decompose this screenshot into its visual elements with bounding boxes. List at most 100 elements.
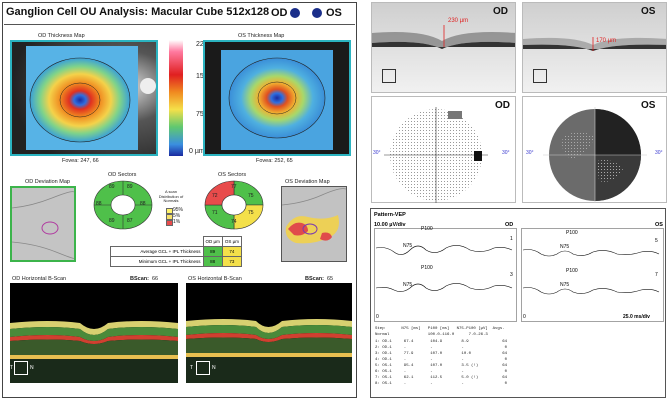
legend-swatch (166, 208, 173, 214)
os-bscan-value: 65 (327, 276, 334, 282)
os-bscan-title: OS Horizontal B-Scan (188, 276, 242, 282)
os-fovea-coords: Fovea: 252, 65 (256, 158, 293, 164)
od-sectors-chart (93, 180, 153, 230)
vep-p100-marker: P100 (566, 268, 578, 274)
oct-thumbnail-box (382, 69, 396, 83)
os-deviation-map[interactable] (281, 186, 347, 262)
od-sector-value: 89 (127, 184, 133, 190)
od-bscan-image[interactable]: T N (10, 283, 178, 383)
table-cell-od: 89 (202, 246, 223, 257)
os-deviation-image (282, 187, 346, 261)
vep-table-header: Step N75 [ms] P100 [ms] N75-P100 [µV] Av… (375, 327, 505, 331)
vep-zero-os: 0 (523, 314, 526, 320)
od-bscan-title: OD Horizontal B-Scan (12, 276, 67, 282)
vep-trace-number: 1 (510, 236, 513, 242)
os-oct-measurement: 170 µm (596, 38, 617, 44)
vep-os-label: OS (655, 222, 663, 228)
od-field-axis-right: 30° (502, 150, 510, 156)
legend-label: 1% (173, 219, 181, 225)
os-thickness-map[interactable] (203, 40, 351, 156)
os-sector-value: 75 (248, 210, 254, 216)
table-col-os: OS µm (221, 236, 242, 247)
os-sector-value: 71 (212, 210, 218, 216)
scale-tick-0: 0 µm (189, 148, 205, 155)
orientation-t: T (10, 365, 14, 371)
od-bscan-value: 66 (152, 276, 159, 282)
table-row-label: Minimum GCL + IPL Thickness (110, 256, 204, 267)
vep-trace-number: 3 (510, 272, 513, 278)
vep-zero-od: 0 (376, 314, 379, 320)
vep-table-row: 7: OS-1 62.1 112.5 5.0 (!) 64 (375, 376, 508, 380)
od-sectors-title: OD Sectors (108, 172, 137, 178)
vep-scale: 10.00 µV/div (374, 222, 406, 228)
os-sectors-chart (204, 180, 264, 230)
scale-tick-75: 75 (196, 111, 204, 118)
od-thickness-image (12, 42, 156, 154)
table-cell-os: 74 (221, 246, 242, 257)
orientation-n: N (212, 365, 216, 371)
os-deviation-title: OS Deviation Map (285, 179, 330, 185)
os-thickness-title: OS Thickness Map (238, 33, 285, 39)
table-row: Average GCL + IPL Thickness 89 74 (110, 246, 242, 257)
vep-traces[interactable] (374, 228, 664, 322)
orientation-box (196, 361, 210, 375)
legend-label: 95% (173, 207, 184, 213)
os-oct-label: OS (641, 6, 656, 17)
od-sector-value: 88 (96, 201, 102, 207)
pattern-vep-panel (370, 208, 666, 398)
legend-swatch (166, 220, 173, 226)
os-thickness-image (205, 42, 349, 154)
vep-table-row: 3: OD-1 77.9 107.0 10.0 64 (375, 352, 508, 356)
vep-table-row: 5: OS-1 95.4 107.0 3.5 (!) 64 (375, 364, 508, 368)
gcl-thickness-table: OD µm OS µm Average GCL + IPL Thickness … (110, 236, 242, 267)
vep-table-row: 2: OD-1 - - - 0 (375, 346, 508, 350)
os-bscan-label: BScan: (305, 276, 324, 282)
table-row: Minimum GCL + IPL Thickness 88 73 (110, 256, 242, 267)
vep-od-label: OD (505, 222, 514, 228)
table-cell-os: 73 (221, 256, 242, 267)
od-sector-value: 88 (140, 201, 146, 207)
od-thickness-map[interactable] (10, 40, 158, 156)
od-deviation-image (12, 188, 74, 260)
os-sector-value: 75 (248, 193, 254, 199)
table-row-label: Average GCL + IPL Thickness (110, 246, 204, 257)
os-field-axis-right: 30° (655, 150, 663, 156)
od-deviation-map[interactable] (10, 186, 76, 262)
od-eye-icon (290, 8, 300, 18)
od-oct-scan[interactable] (371, 2, 516, 93)
os-visual-field[interactable] (522, 96, 667, 203)
od-fovea-coords: Fovea: 247, 66 (62, 158, 99, 164)
od-sector-value: 87 (127, 218, 133, 224)
os-bscan-layers (186, 319, 352, 383)
os-sector-value: 77 (231, 184, 237, 190)
report-title: Ganglion Cell OU Analysis: Macular Cube … (6, 6, 270, 18)
od-visual-field[interactable] (371, 96, 516, 203)
os-oct-scan[interactable] (522, 2, 667, 93)
os-visual-field-plot (543, 107, 647, 203)
vep-title: Pattern-VEP (374, 212, 406, 218)
od-bscan-layers (10, 321, 178, 383)
od-sector-value: 89 (109, 184, 115, 190)
od-bscan-label: BScan: (130, 276, 149, 282)
od-deviation-title: OD Deviation Map (25, 179, 70, 185)
normals-legend-title: A scan Distribution of Normals (158, 189, 184, 203)
vep-p100-marker: P100 (421, 265, 433, 271)
os-field-axis-left: 30° (526, 150, 534, 156)
os-sector-value: 74 (231, 219, 237, 225)
orientation-t: T (190, 365, 194, 371)
vep-time-scale: 25.0 ms/div (623, 314, 650, 320)
od-thickness-title: OD Thickness Map (38, 33, 85, 39)
os-eye-icon (312, 8, 322, 18)
os-sector-value: 72 (212, 193, 218, 199)
vep-trace-number: 7 (655, 272, 658, 278)
os-header-label: OS (326, 7, 342, 19)
title-divider (4, 24, 355, 25)
os-oct-image (523, 37, 666, 51)
vep-n75-marker: N75 (403, 243, 413, 249)
orientation-n: N (30, 365, 34, 371)
os-sectors-title: OS Sectors (218, 172, 247, 178)
vep-n75-marker: N75 (403, 282, 413, 288)
vep-p100-marker: P100 (421, 226, 433, 232)
legend-label: 5% (173, 213, 181, 219)
os-bscan-image[interactable]: T N (186, 283, 352, 383)
